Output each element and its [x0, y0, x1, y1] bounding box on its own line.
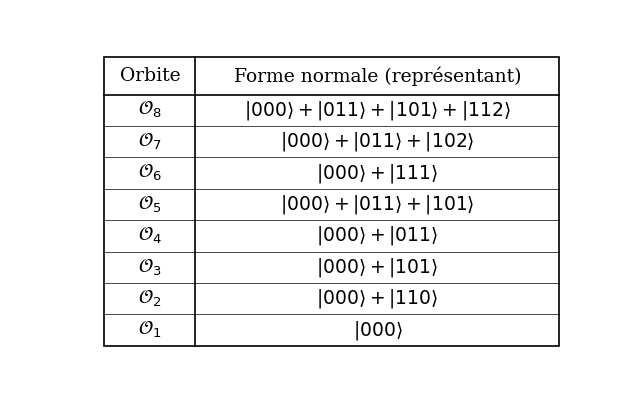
Text: $\mathcal{O}_2$: $\mathcal{O}_2$ [138, 288, 161, 309]
Text: $|000\rangle + |101\rangle$: $|000\rangle + |101\rangle$ [316, 256, 438, 279]
Text: $\mathcal{O}_8$: $\mathcal{O}_8$ [138, 100, 161, 120]
Text: $\mathcal{O}_6$: $\mathcal{O}_6$ [138, 163, 161, 183]
Text: $|000\rangle + |011\rangle + |102\rangle$: $|000\rangle + |011\rangle + |102\rangle… [280, 130, 475, 153]
Text: $\mathcal{O}_7$: $\mathcal{O}_7$ [138, 132, 161, 152]
Text: $|000\rangle + |011\rangle$: $|000\rangle + |011\rangle$ [316, 225, 438, 247]
Text: $\mathcal{O}_4$: $\mathcal{O}_4$ [138, 226, 162, 246]
Text: $|000\rangle$: $|000\rangle$ [353, 319, 403, 342]
Text: $|000\rangle + |011\rangle + |101\rangle$: $|000\rangle + |011\rangle + |101\rangle… [280, 193, 475, 216]
Text: $\mathcal{O}_5$: $\mathcal{O}_5$ [138, 194, 161, 215]
Text: $\mathcal{O}_3$: $\mathcal{O}_3$ [138, 257, 161, 278]
Text: $\mathcal{O}_1$: $\mathcal{O}_1$ [138, 320, 161, 340]
Text: $|000\rangle + |011\rangle + |101\rangle + |112\rangle$: $|000\rangle + |011\rangle + |101\rangle… [244, 99, 511, 122]
Text: Orbite: Orbite [120, 67, 181, 85]
Text: $|000\rangle + |110\rangle$: $|000\rangle + |110\rangle$ [316, 287, 438, 310]
Text: $|000\rangle + |111\rangle$: $|000\rangle + |111\rangle$ [316, 162, 438, 185]
Text: Forme normale (représentant): Forme normale (représentant) [234, 66, 521, 86]
